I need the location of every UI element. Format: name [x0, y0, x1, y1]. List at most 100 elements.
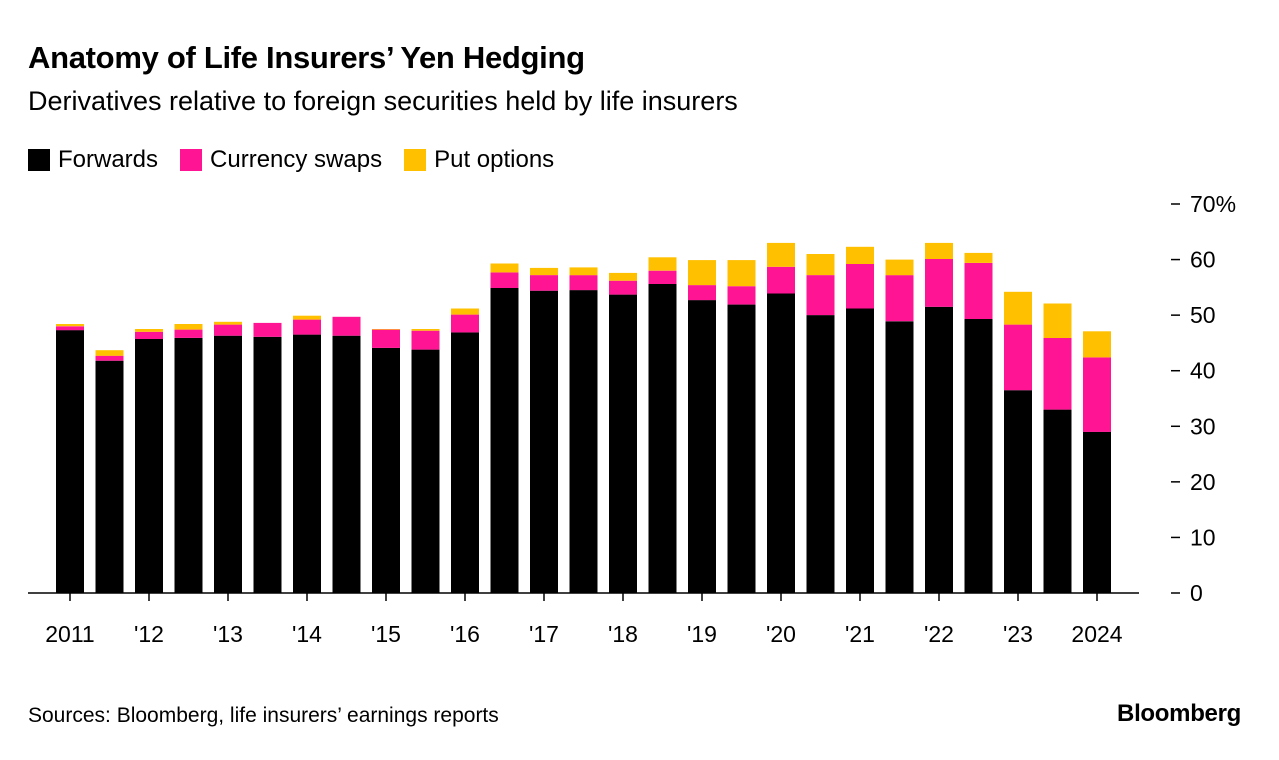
- x-tick-label-4: '13: [213, 621, 243, 647]
- bar-put-options-11: [490, 263, 519, 273]
- y-tick-label-20: 20: [1190, 469, 1216, 495]
- source-note: Sources: Bloomberg, life insurers’ earni…: [28, 704, 499, 727]
- bar-put-options-4: [214, 321, 242, 325]
- bar-put-options-18: [767, 242, 795, 267]
- bar-currency-swaps-4: [214, 324, 242, 336]
- bar-currency-swaps-22: [925, 259, 953, 307]
- bar-put-options-19: [806, 254, 835, 276]
- legend-item-currency-swaps: Currency swaps: [180, 146, 382, 174]
- bar-forwards-17: [727, 304, 756, 593]
- bar-forwards-5: [253, 336, 282, 593]
- x-tick-label-24: '23: [1003, 621, 1033, 647]
- bar-forwards-20: [846, 308, 874, 593]
- legend: Forwards Currency swaps Put options: [28, 146, 576, 174]
- bloomberg-logo: Bloomberg: [1117, 700, 1241, 727]
- x-tick-label-14: '18: [608, 621, 638, 647]
- bar-currency-swaps-8: [372, 329, 400, 348]
- chart-title: Anatomy of Life Insurers’ Yen Hedging: [28, 40, 585, 75]
- bar-forwards-25: [1043, 409, 1072, 593]
- bar-forwards-9: [411, 349, 440, 593]
- bar-put-options-14: [609, 272, 637, 281]
- bar-put-options-1: [95, 350, 124, 356]
- bar-currency-swaps-9: [411, 330, 440, 350]
- bar-currency-swaps-19: [806, 275, 835, 316]
- bar-forwards-2: [135, 339, 163, 593]
- bar-put-options-15: [648, 257, 677, 271]
- x-tick-label-22: '22: [924, 621, 954, 647]
- bar-currency-swaps-5: [253, 322, 282, 337]
- bar-forwards-13: [569, 290, 598, 593]
- legend-swatch-put-options: [404, 149, 427, 171]
- bar-forwards-4: [214, 335, 242, 593]
- legend-item-put-options: Put options: [404, 146, 554, 174]
- bar-put-options-24: [1004, 291, 1032, 325]
- bar-put-options-17: [727, 260, 756, 287]
- bar-put-options-12: [530, 267, 558, 276]
- legend-label-put-options: Put options: [434, 146, 555, 173]
- x-tick-label-8: '15: [371, 621, 401, 647]
- bar-forwards-8: [372, 347, 400, 593]
- bar-put-options-10: [451, 308, 479, 315]
- y-tick-label-40: 40: [1190, 358, 1216, 384]
- bar-put-options-2: [135, 329, 163, 332]
- bar-forwards-23: [964, 319, 993, 593]
- x-tick-label-2: '12: [134, 621, 164, 647]
- bar-currency-swaps-2: [135, 331, 163, 339]
- bar-currency-swaps-1: [95, 355, 124, 361]
- x-tick-label-20: '21: [845, 621, 875, 647]
- bar-forwards-18: [767, 293, 795, 593]
- bar-forwards-14: [609, 294, 637, 593]
- bar-put-options-21: [885, 259, 914, 276]
- bar-currency-swaps-26: [1083, 357, 1111, 432]
- bar-currency-swaps-14: [609, 280, 637, 295]
- chart-subtitle: Derivatives relative to foreign securiti…: [28, 86, 738, 116]
- bar-put-options-20: [846, 246, 874, 264]
- bar-currency-swaps-12: [530, 275, 558, 291]
- bar-put-options-3: [174, 324, 203, 330]
- bar-currency-swaps-6: [293, 319, 321, 335]
- x-tick-label-26: 2024: [1071, 621, 1122, 647]
- bar-forwards-21: [885, 321, 914, 593]
- bar-currency-swaps-15: [648, 270, 677, 284]
- x-tick-label-12: '17: [529, 621, 559, 647]
- bar-currency-swaps-10: [451, 314, 479, 333]
- bar-put-options-22: [925, 242, 953, 259]
- bar-currency-swaps-16: [688, 285, 716, 301]
- bar-currency-swaps-7: [332, 316, 361, 336]
- y-tick-label-10: 10: [1190, 524, 1216, 550]
- bar-forwards-12: [530, 290, 558, 593]
- legend-item-forwards: Forwards: [28, 146, 158, 174]
- bar-put-options-16: [688, 260, 716, 286]
- bar-forwards-6: [293, 334, 321, 593]
- legend-label-currency-swaps: Currency swaps: [210, 146, 383, 173]
- bar-forwards-1: [95, 360, 124, 593]
- bar-forwards-24: [1004, 390, 1032, 593]
- bar-put-options-26: [1083, 331, 1111, 358]
- y-tick-label-0: 0: [1190, 580, 1203, 606]
- bar-forwards-26: [1083, 431, 1111, 593]
- bar-put-options-23: [964, 252, 993, 263]
- bar-forwards-22: [925, 306, 953, 593]
- bar-put-options-9: [411, 329, 440, 331]
- bar-currency-swaps-23: [964, 262, 993, 319]
- bar-currency-swaps-0: [56, 326, 84, 331]
- bar-put-options-6: [293, 315, 321, 320]
- bar-forwards-0: [56, 330, 84, 593]
- bar-forwards-19: [806, 315, 835, 593]
- bar-currency-swaps-17: [727, 286, 756, 305]
- bars-group: [56, 242, 1111, 593]
- bar-put-options-0: [56, 324, 84, 327]
- bar-forwards-7: [332, 335, 361, 593]
- bar-currency-swaps-3: [174, 329, 203, 338]
- x-tick-label-18: '20: [766, 621, 796, 647]
- bar-currency-swaps-25: [1043, 337, 1072, 410]
- legend-label-forwards: Forwards: [58, 146, 159, 173]
- y-tick-label-30: 30: [1190, 413, 1216, 439]
- bar-forwards-10: [451, 332, 479, 593]
- bar-currency-swaps-24: [1004, 324, 1032, 391]
- bar-currency-swaps-21: [885, 275, 914, 322]
- bar-currency-swaps-11: [490, 272, 519, 288]
- y-tick-label-50: 50: [1190, 302, 1216, 328]
- bar-currency-swaps-18: [767, 266, 795, 294]
